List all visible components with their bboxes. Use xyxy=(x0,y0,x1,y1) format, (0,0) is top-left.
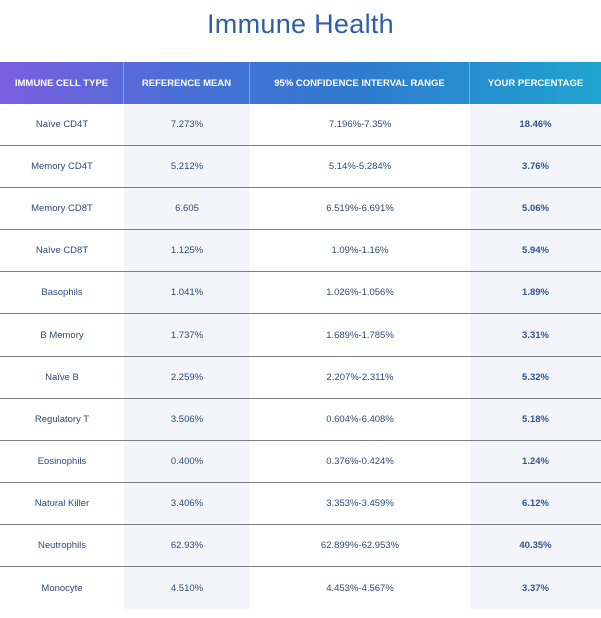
cell-your-percentage: 3.76% xyxy=(470,146,601,188)
cell-range: 7.196%-7.35% xyxy=(250,104,470,146)
cell-type: Naïve CD8T xyxy=(0,230,124,272)
cell-range: 2.207%-2.311% xyxy=(250,356,470,398)
cell-reference-mean: 1.737% xyxy=(124,314,250,356)
cell-range: 6.519%-6.691% xyxy=(250,188,470,230)
cell-reference-mean: 1.041% xyxy=(124,272,250,314)
cell-your-percentage: 3.31% xyxy=(470,314,601,356)
cell-reference-mean: 3.406% xyxy=(124,482,250,524)
cell-your-percentage: 1.89% xyxy=(470,272,601,314)
cell-type: Memory CD4T xyxy=(0,146,124,188)
cell-reference-mean: 0.400% xyxy=(124,440,250,482)
table-row: Naïve B 2.259% 2.207%-2.311% 5.32% xyxy=(0,356,601,399)
cell-type: Eosinophils xyxy=(0,440,124,482)
cell-your-percentage: 5.06% xyxy=(470,188,601,230)
cell-range: 62.899%-62.953% xyxy=(250,524,470,567)
cell-type: Naïve B xyxy=(0,356,124,398)
cell-range: 3.353%-3.459% xyxy=(250,482,470,524)
cell-your-percentage: 40.35% xyxy=(470,524,601,567)
cell-range: 1.689%-1.785% xyxy=(250,314,470,356)
cell-type: B Memory xyxy=(0,314,124,356)
table-row: Regulatory T 3.506% 0.604%-6.408% 5.18% xyxy=(0,398,601,441)
cell-range: 0.376%-0.424% xyxy=(250,440,470,482)
cell-type: Regulatory T xyxy=(0,398,124,440)
cell-type: Neutrophils xyxy=(0,524,124,567)
header-reference-mean: REFERENCE MEAN xyxy=(124,62,250,104)
cell-reference-mean: 6.605 xyxy=(124,188,250,230)
table-row: Monocyte 4.510% 4.453%-4.567% 3.37% xyxy=(0,567,601,610)
table-row: Memory CD8T 6.605 6.519%-6.691% 5.06% xyxy=(0,188,601,231)
cell-range: 0.604%-6.408% xyxy=(250,398,470,440)
cell-your-percentage: 5.18% xyxy=(470,398,601,440)
cell-your-percentage: 6.12% xyxy=(470,482,601,524)
cell-reference-mean: 7.273% xyxy=(124,104,250,146)
cell-your-percentage: 1.24% xyxy=(470,440,601,482)
cell-range: 1.09%-1.16% xyxy=(250,230,470,272)
page-title: Immune Health xyxy=(207,9,394,39)
table-row: Neutrophils 62.93% 62.899%-62.953% 40.35… xyxy=(0,524,601,568)
cell-your-percentage: 18.46% xyxy=(470,104,601,146)
header-your-percentage: YOUR PERCENTAGE xyxy=(487,77,584,89)
cell-range: 1.026%-1.056% xyxy=(250,272,470,314)
cell-type: Basophils xyxy=(0,272,124,314)
immune-table: IMMUNE CELL TYPE REFERENCE MEAN 95% CONF… xyxy=(0,62,601,610)
cell-range: 5.14%-5.284% xyxy=(250,146,470,188)
table-row: Natural Killer 3.406% 3.353%-3.459% 6.12… xyxy=(0,482,601,525)
table-header: IMMUNE CELL TYPE REFERENCE MEAN 95% CONF… xyxy=(0,62,601,104)
table-row: Basophils 1.041% 1.026%-1.056% 1.89% xyxy=(0,272,601,315)
cell-type: Natural Killer xyxy=(0,482,124,524)
table-row: Memory CD4T 5.212% 5.14%-5.284% 3.76% xyxy=(0,146,601,189)
cell-reference-mean: 3.506% xyxy=(124,398,250,440)
cell-reference-mean: 4.510% xyxy=(124,567,250,610)
cell-reference-mean: 5.212% xyxy=(124,146,250,188)
table-row: Eosinophils 0.400% 0.376%-0.424% 1.24% xyxy=(0,440,601,483)
cell-reference-mean: 2.259% xyxy=(124,356,250,398)
table-row: Naïve CD4T 7.273% 7.196%-7.35% 18.46% xyxy=(0,104,601,147)
cell-range: 4.453%-4.567% xyxy=(250,567,470,610)
cell-type: Naïve CD4T xyxy=(0,104,124,146)
header-confidence-interval: 95% CONFIDENCE INTERVAL RANGE xyxy=(250,62,470,104)
header-immune-cell-type: IMMUNE CELL TYPE xyxy=(0,62,124,104)
cell-type: Memory CD8T xyxy=(0,188,124,230)
table-row: Naïve CD8T 1.125% 1.09%-1.16% 5.94% xyxy=(0,230,601,273)
cell-reference-mean: 1.125% xyxy=(124,230,250,272)
table-row: B Memory 1.737% 1.689%-1.785% 3.31% xyxy=(0,314,601,357)
cell-your-percentage: 5.94% xyxy=(470,230,601,272)
cell-your-percentage: 3.37% xyxy=(470,567,601,610)
cell-type: Monocyte xyxy=(0,567,124,610)
cell-reference-mean: 62.93% xyxy=(124,524,250,567)
cell-your-percentage: 5.32% xyxy=(470,356,601,398)
